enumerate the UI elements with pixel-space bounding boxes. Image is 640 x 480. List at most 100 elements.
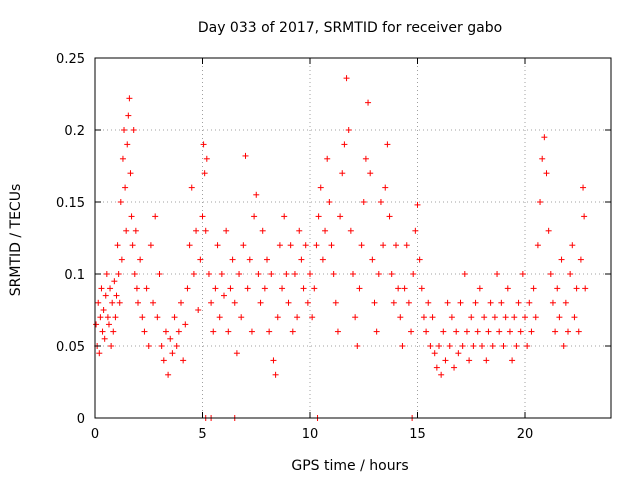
data-point — [202, 227, 209, 234]
data-point — [123, 227, 130, 234]
data-point — [515, 299, 522, 306]
data-point — [582, 285, 589, 292]
data-point — [543, 170, 550, 177]
data-point — [246, 256, 253, 263]
y-axis-label: SRMTID / TECUs — [8, 184, 24, 297]
data-point — [109, 299, 116, 306]
data-point — [93, 321, 100, 328]
data-point — [175, 328, 182, 335]
data-point — [233, 350, 240, 357]
data-point — [208, 299, 215, 306]
data-point — [229, 256, 236, 263]
data-point — [362, 155, 369, 162]
data-point — [231, 299, 238, 306]
data-point — [111, 278, 118, 285]
chart-title: Day 033 of 2017, SRMTID for receiver gab… — [198, 20, 502, 36]
data-point — [403, 242, 410, 249]
data-point — [476, 285, 483, 292]
data-point — [539, 155, 546, 162]
data-point — [388, 271, 395, 277]
tick-labels: 0 5 10 15 20 0 0.05 0.1 0.15 0.2 0.25 — [56, 52, 533, 442]
y-tick-label: 0.25 — [56, 52, 85, 67]
data-point — [341, 141, 348, 148]
data-point — [549, 299, 556, 306]
data-point — [178, 299, 184, 306]
data-point — [326, 199, 333, 205]
data-point — [334, 328, 341, 335]
data-point — [442, 357, 449, 364]
data-point — [498, 299, 505, 306]
data-point — [169, 350, 176, 357]
data-point — [459, 343, 466, 349]
data-point — [304, 299, 311, 306]
data-point — [440, 328, 447, 335]
data-point — [281, 213, 288, 220]
data-point — [152, 213, 159, 220]
x-tick-label: 10 — [302, 427, 319, 442]
data-point — [410, 271, 417, 277]
data-point — [294, 314, 301, 321]
data-point — [266, 328, 273, 335]
plot-border — [94, 57, 612, 419]
data-point — [98, 285, 105, 292]
data-point — [522, 314, 528, 321]
data-point — [253, 191, 260, 198]
data-point — [264, 256, 270, 263]
data-point — [201, 170, 208, 177]
data-point — [373, 328, 380, 335]
data-point — [315, 213, 322, 220]
data-point — [511, 314, 518, 321]
data-point — [581, 213, 588, 220]
data-point — [466, 357, 473, 364]
data-point — [102, 292, 109, 299]
y-tick-label: 0 — [77, 412, 85, 427]
data-point — [274, 314, 281, 321]
data-point — [283, 271, 290, 277]
data-point — [446, 343, 453, 349]
data-point — [129, 242, 136, 249]
data-point — [162, 328, 169, 335]
data-point — [171, 314, 178, 321]
data-point — [272, 371, 279, 378]
data-point — [517, 328, 524, 335]
data-point — [200, 141, 207, 148]
x-tick-label: 5 — [198, 427, 206, 442]
data-point — [143, 285, 150, 292]
data-point — [575, 328, 582, 335]
data-point — [104, 314, 111, 321]
data-point — [117, 199, 124, 205]
data-point — [401, 285, 408, 292]
data-point — [547, 271, 554, 277]
data-point — [107, 285, 114, 292]
data-point — [216, 314, 223, 321]
data-point — [103, 271, 110, 277]
data-point — [287, 242, 294, 249]
data-point — [112, 314, 119, 321]
data-point — [125, 112, 132, 119]
data-point — [500, 343, 507, 349]
x-tick-label: 15 — [409, 427, 426, 442]
data-point — [393, 242, 399, 249]
y-tick-label: 0.2 — [64, 124, 85, 139]
data-point — [184, 285, 191, 292]
data-point — [186, 242, 193, 249]
data-point — [369, 256, 376, 263]
data-point — [375, 271, 382, 277]
data-point — [552, 328, 559, 335]
data-point — [532, 314, 539, 321]
data-point — [298, 256, 305, 263]
data-point — [285, 299, 292, 306]
data-point — [193, 227, 200, 234]
data-point — [479, 343, 485, 349]
data-point — [225, 328, 232, 335]
data-point — [470, 343, 477, 349]
data-point — [506, 328, 513, 335]
data-point — [99, 328, 106, 335]
data-point — [472, 299, 479, 306]
data-point — [307, 271, 313, 277]
data-point — [397, 314, 404, 321]
data-point — [425, 299, 432, 306]
data-point — [167, 335, 174, 342]
